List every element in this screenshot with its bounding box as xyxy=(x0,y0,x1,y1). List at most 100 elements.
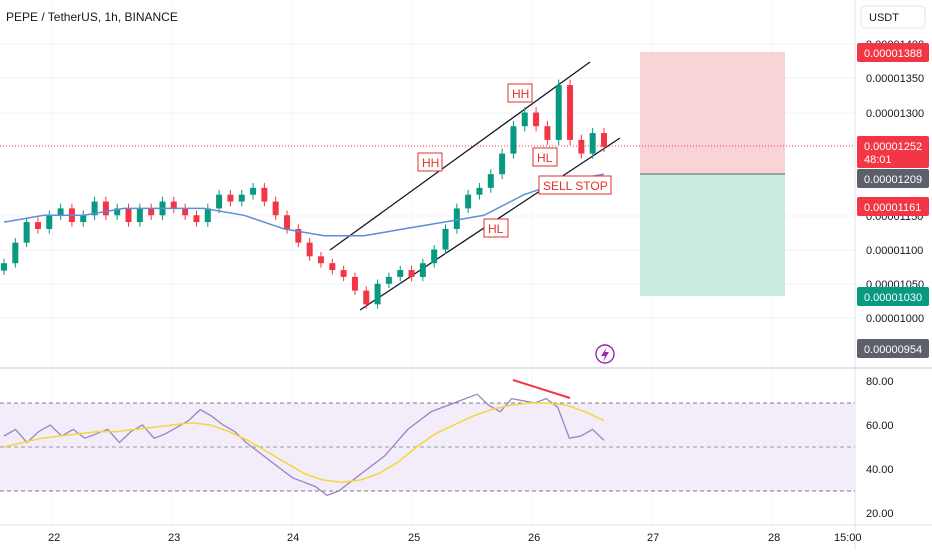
price-tag-last[interactable]: 0.00001252 48:01 xyxy=(857,136,929,168)
candle[interactable] xyxy=(182,208,189,216)
channel-upper-line[interactable] xyxy=(329,61,591,251)
candle[interactable] xyxy=(601,133,607,147)
candle[interactable] xyxy=(385,276,392,284)
price-tag-entry[interactable]: 0.00001209 xyxy=(857,169,929,188)
rsi-tick: 60.00 xyxy=(866,420,894,432)
annotation-sell-stop[interactable]: SELL STOP xyxy=(538,175,612,195)
candle[interactable] xyxy=(589,133,596,154)
candle[interactable] xyxy=(351,276,358,291)
svg-text:0.00001209: 0.00001209 xyxy=(864,174,922,186)
price-tick: 0.00001350 xyxy=(866,73,924,85)
candle[interactable] xyxy=(148,208,155,216)
candle[interactable] xyxy=(57,208,64,216)
candle[interactable] xyxy=(284,215,291,229)
candle[interactable] xyxy=(250,187,257,195)
candle[interactable] xyxy=(465,194,472,209)
candle[interactable] xyxy=(227,194,234,202)
time-tick: 27 xyxy=(647,532,659,544)
candle[interactable] xyxy=(340,270,347,277)
candle[interactable] xyxy=(125,208,132,223)
candle[interactable] xyxy=(442,228,449,250)
svg-text:48:01: 48:01 xyxy=(864,154,892,166)
candle[interactable] xyxy=(306,242,313,257)
moving-average-line xyxy=(3,173,605,237)
annotation-hl-2-text: HL xyxy=(488,222,504,236)
candle[interactable] xyxy=(499,153,506,175)
annotation-sell-stop-text: SELL STOP xyxy=(543,179,608,193)
candle[interactable] xyxy=(487,174,494,188)
candle[interactable] xyxy=(1,263,7,271)
candle[interactable] xyxy=(476,187,483,195)
candle[interactable] xyxy=(114,208,121,216)
time-tick: 25 xyxy=(408,532,420,544)
time-tick: 24 xyxy=(287,532,299,544)
candle[interactable] xyxy=(419,263,426,277)
candle[interactable] xyxy=(453,208,460,229)
candle[interactable] xyxy=(23,222,30,243)
price-tag-low[interactable]: 0.00000954 xyxy=(857,339,929,358)
annotation-hl-2[interactable]: HL xyxy=(483,218,509,238)
candle[interactable] xyxy=(102,201,109,216)
candle[interactable] xyxy=(521,112,528,127)
svg-text:0.00001161: 0.00001161 xyxy=(864,202,921,214)
annotation-hl-1-text: HL xyxy=(537,151,553,165)
rsi-ma-line xyxy=(3,402,605,483)
rsi-tick: 20.00 xyxy=(866,508,894,520)
time-tick: 22 xyxy=(48,532,60,544)
candle[interactable] xyxy=(397,270,404,277)
stop-loss-zone[interactable] xyxy=(640,52,785,174)
svg-text:0.00000954: 0.00000954 xyxy=(864,344,922,356)
svg-text:0.00001252: 0.00001252 xyxy=(864,141,922,153)
symbol-title: PEPE / TetherUS, 1h, BINANCE xyxy=(6,10,178,24)
time-tick: 15:00 xyxy=(834,532,862,544)
candle[interactable] xyxy=(567,85,574,140)
candle[interactable] xyxy=(216,194,223,209)
candle[interactable] xyxy=(544,126,551,140)
candle[interactable] xyxy=(374,283,381,305)
price-tag-ma[interactable]: 0.00001161 xyxy=(857,197,929,216)
candle[interactable] xyxy=(193,215,200,223)
candle[interactable] xyxy=(431,249,438,264)
price-tick: 0.00001100 xyxy=(866,245,923,257)
candle[interactable] xyxy=(238,194,245,202)
candle[interactable] xyxy=(533,112,540,127)
svg-text:0.00001388: 0.00001388 xyxy=(864,48,922,60)
candle[interactable] xyxy=(555,85,562,140)
rsi-tick: 40.00 xyxy=(866,464,894,476)
currency-button[interactable]: USDT xyxy=(860,5,926,29)
lightning-icon[interactable] xyxy=(595,344,615,364)
candle[interactable] xyxy=(363,290,370,305)
annotation-hh-1-text: HH xyxy=(422,156,439,170)
svg-text:0.00001030: 0.00001030 xyxy=(864,292,922,304)
candle[interactable] xyxy=(295,228,302,243)
candle[interactable] xyxy=(91,201,98,216)
price-tag-stop[interactable]: 0.00001388 xyxy=(857,43,929,62)
annotation-hl-1[interactable]: HL xyxy=(532,147,558,167)
rsi-tick: 80.00 xyxy=(866,376,894,388)
candle[interactable] xyxy=(578,139,585,154)
candle[interactable] xyxy=(272,201,279,216)
candle[interactable] xyxy=(510,126,517,154)
take-profit-zone[interactable] xyxy=(640,174,785,296)
candle[interactable] xyxy=(261,187,268,202)
candle[interactable] xyxy=(34,222,41,229)
annotation-hh-2-text: HH xyxy=(512,87,529,101)
candle[interactable] xyxy=(46,215,53,229)
price-tag-target[interactable]: 0.00001030 xyxy=(857,287,929,306)
candle[interactable] xyxy=(12,242,19,264)
time-tick: 23 xyxy=(168,532,180,544)
annotation-hh-1[interactable]: HH xyxy=(417,152,443,172)
rsi-divergence-line[interactable] xyxy=(512,379,571,399)
candle[interactable] xyxy=(204,208,211,223)
time-tick: 26 xyxy=(528,532,540,544)
candle[interactable] xyxy=(408,270,415,277)
candle[interactable] xyxy=(170,201,177,209)
price-tick: 0.00001000 xyxy=(866,313,924,325)
time-tick: 28 xyxy=(768,532,780,544)
candle[interactable] xyxy=(317,256,324,264)
candle[interactable] xyxy=(329,263,336,271)
annotation-hh-2[interactable]: HH xyxy=(507,83,533,103)
candle[interactable] xyxy=(80,215,87,223)
candle[interactable] xyxy=(136,208,143,223)
